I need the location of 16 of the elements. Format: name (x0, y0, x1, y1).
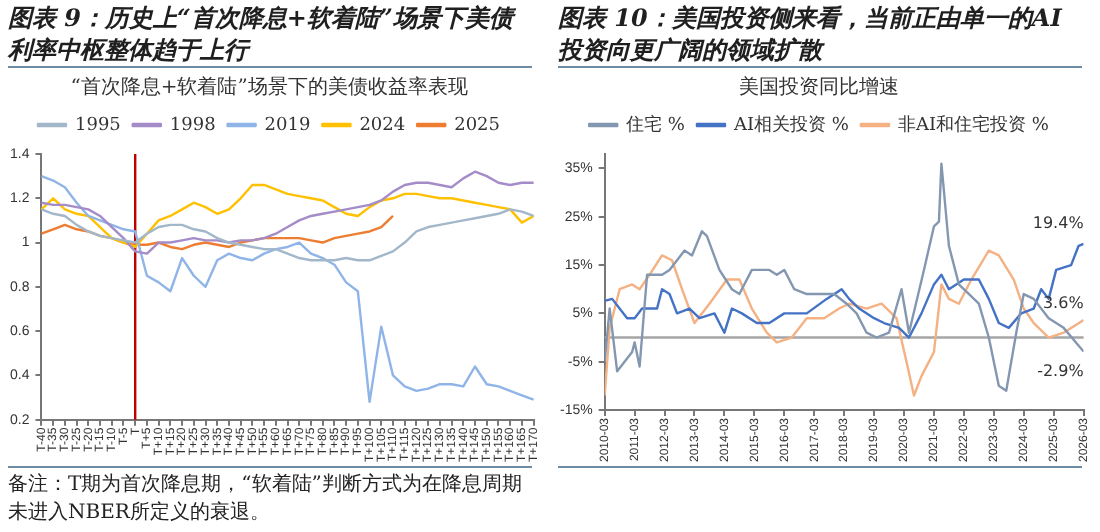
legend-label: 住宅 % (626, 113, 686, 136)
annotation: 3.6% (1042, 294, 1085, 313)
chart-subtitle: 美国投资同比增速 (739, 75, 899, 100)
chart-title: 图表 10：美国投资侧来看，当前正由单一的AI投资向更广阔的领域扩散 (558, 2, 1065, 66)
legend-label: 2025 (454, 115, 501, 136)
chart-subtitle: “首次降息+软着陆”场景下的美债收益率表现 (70, 75, 468, 100)
legend-label: 2024 (359, 115, 406, 136)
legend-label: 2019 (264, 115, 311, 136)
annotation: 19.4% (1032, 213, 1085, 232)
legend-label: AI相关投资 % (731, 113, 850, 136)
chart-title: 图表 9：历史上“首次降息+软着陆”场景下美债利率中枢整体趋于上行 (8, 2, 518, 66)
legend-label: 1995 (74, 115, 122, 136)
annotation: -2.9% (1037, 361, 1085, 380)
legend-label: 非AI和住宅投资 % (897, 113, 1050, 136)
text: 备注：T期为首次降息期，“软着陆”判断方式为在降息周期未进入NBER所定义的衰退。 (8, 472, 524, 528)
legend-label: 1998 (169, 115, 217, 136)
